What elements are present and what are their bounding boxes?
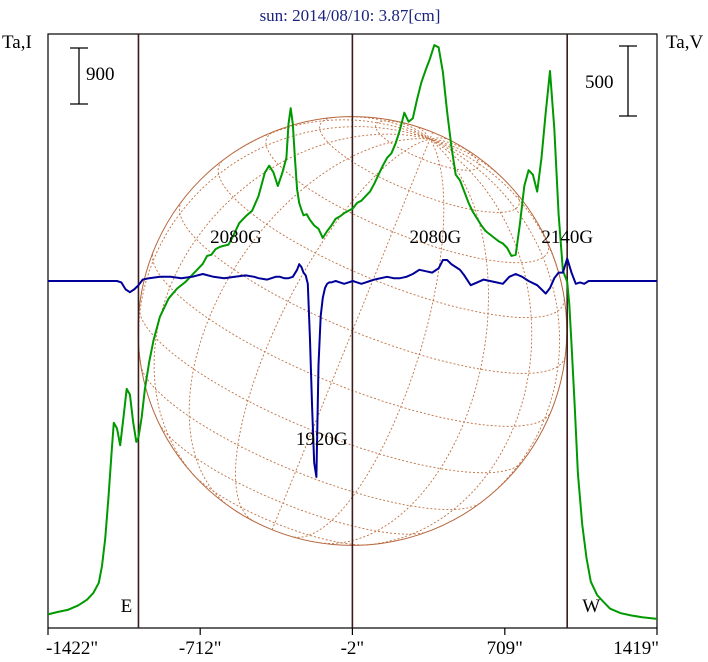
field-annotation: 2080G (210, 227, 262, 248)
longitude-line (366, 138, 533, 546)
x-tick-label: -1422" (46, 638, 98, 659)
latitude-line (158, 423, 427, 535)
intensity-series-line (47, 44, 658, 620)
longitude-line (429, 132, 434, 140)
longitude-line (429, 138, 561, 504)
x-axis-ticks: -1422" -712" -2" 709" 1419" (46, 628, 659, 659)
longitude-line (271, 138, 431, 530)
field-annotation: 2140G (541, 227, 593, 248)
longitude-line (429, 138, 563, 286)
x-tick-label: 709" (487, 638, 523, 659)
polarization-scale-label: 500 (585, 72, 614, 93)
longitude-line (235, 138, 431, 521)
field-annotation: 2080G (409, 227, 461, 248)
latitude-line (375, 120, 480, 171)
longitude-line (320, 138, 489, 544)
longitude-line (233, 119, 431, 153)
longitude-line (429, 137, 451, 141)
polarization-series-line (48, 257, 657, 478)
east-limb-label: E (121, 596, 133, 617)
latitude-line (152, 250, 552, 427)
longitude-line (391, 119, 431, 140)
latitude-line (217, 160, 565, 319)
longitude-line (429, 138, 505, 181)
reference-lines (137, 34, 568, 628)
west-limb-label: W (582, 596, 600, 617)
field-annotation: 1920G (296, 429, 348, 450)
polarization-scale-bar: 500 (585, 45, 637, 117)
longitude-line (414, 125, 431, 140)
latitude-line (265, 130, 549, 264)
x-tick-label: 1419" (613, 638, 659, 659)
right-axis-label: Ta,V (666, 32, 703, 53)
x-tick-label: -2" (341, 638, 365, 659)
series-layer (47, 44, 658, 620)
longitude-line (138, 126, 431, 367)
chart-title: sun: 2014/08/10: 3.87[cm] (260, 6, 441, 25)
longitude-line (188, 138, 431, 507)
left-axis-label: Ta,I (2, 32, 32, 53)
x-tick-label: -712" (179, 638, 222, 659)
intensity-scale-label: 900 (86, 64, 115, 85)
intensity-scale-bar: 900 (70, 47, 115, 105)
annotation-layer: 2080G 2080G 2140G 1920G (210, 227, 593, 450)
